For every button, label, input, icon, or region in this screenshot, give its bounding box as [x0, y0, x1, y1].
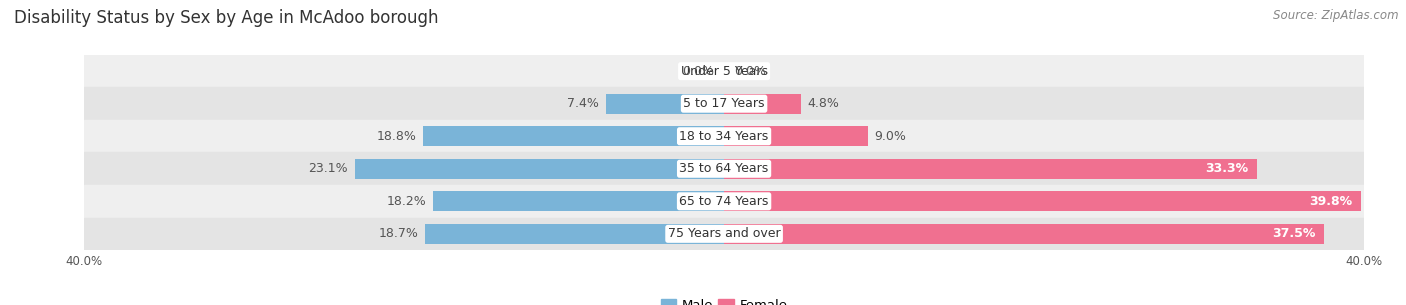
- Text: 7.4%: 7.4%: [568, 97, 599, 110]
- Text: 0.0%: 0.0%: [682, 65, 714, 78]
- Bar: [606, 94, 724, 114]
- Bar: [84, 88, 1364, 120]
- Text: 37.5%: 37.5%: [1272, 227, 1316, 240]
- Text: 5 to 17 Years: 5 to 17 Years: [683, 97, 765, 110]
- Text: 18.7%: 18.7%: [378, 227, 419, 240]
- Text: 33.3%: 33.3%: [1205, 162, 1249, 175]
- Text: 23.1%: 23.1%: [309, 162, 349, 175]
- Text: 18 to 34 Years: 18 to 34 Years: [679, 130, 769, 143]
- Text: 9.0%: 9.0%: [875, 130, 907, 143]
- Bar: [84, 55, 1364, 88]
- Bar: [84, 152, 1364, 185]
- Bar: [433, 191, 724, 211]
- Text: 4.8%: 4.8%: [807, 97, 839, 110]
- Text: 35 to 64 Years: 35 to 64 Years: [679, 162, 769, 175]
- Text: Source: ZipAtlas.com: Source: ZipAtlas.com: [1274, 9, 1399, 22]
- Text: 75 Years and over: 75 Years and over: [668, 227, 780, 240]
- Text: 0.0%: 0.0%: [734, 65, 766, 78]
- Bar: [724, 94, 801, 114]
- Bar: [84, 217, 1364, 250]
- Bar: [425, 224, 724, 244]
- Bar: [724, 191, 1361, 211]
- Text: Under 5 Years: Under 5 Years: [681, 65, 768, 78]
- Text: Disability Status by Sex by Age in McAdoo borough: Disability Status by Sex by Age in McAdo…: [14, 9, 439, 27]
- Text: 18.8%: 18.8%: [377, 130, 418, 143]
- Legend: Male, Female: Male, Female: [655, 294, 793, 305]
- Bar: [724, 159, 1257, 179]
- Text: 18.2%: 18.2%: [387, 195, 426, 208]
- Bar: [84, 120, 1364, 152]
- Bar: [724, 126, 868, 146]
- Bar: [423, 126, 724, 146]
- Text: 39.8%: 39.8%: [1309, 195, 1353, 208]
- Bar: [724, 224, 1324, 244]
- Bar: [84, 185, 1364, 217]
- Bar: [354, 159, 724, 179]
- Text: 65 to 74 Years: 65 to 74 Years: [679, 195, 769, 208]
